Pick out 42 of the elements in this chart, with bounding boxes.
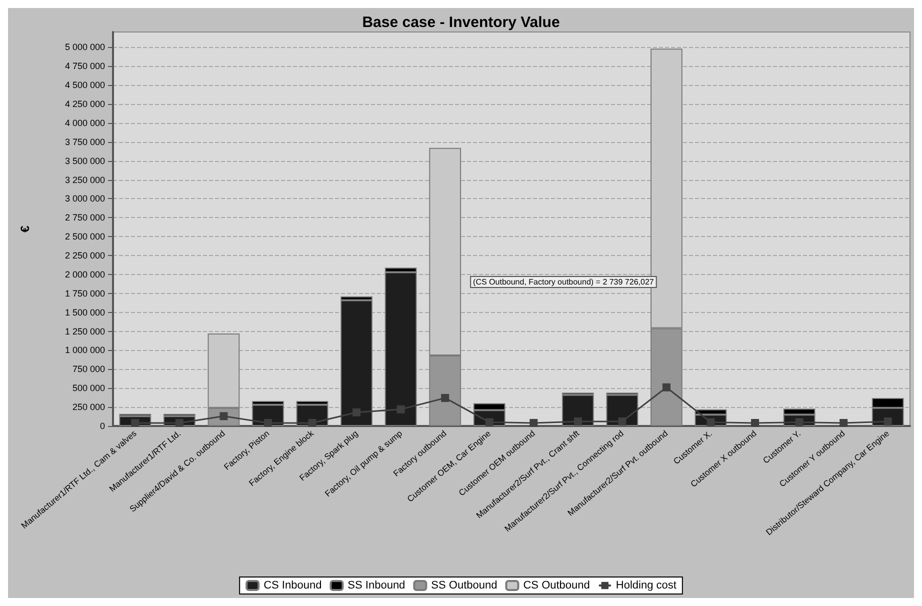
y-tick-label: 3 000 000 bbox=[64, 194, 105, 204]
y-tick-label: 2 750 000 bbox=[64, 212, 105, 223]
y-tick-label: 3 250 000 bbox=[64, 174, 105, 185]
point bbox=[884, 417, 892, 426]
y-tick-label: 750 000 bbox=[72, 364, 105, 374]
y-tick-label: 4 250 000 bbox=[64, 98, 105, 109]
point bbox=[396, 405, 405, 414]
legend-label: SS Inbound bbox=[348, 580, 406, 592]
point bbox=[441, 394, 450, 402]
y-tick-label: 1 750 000 bbox=[64, 288, 105, 298]
y-tick-label: 2 500 000 bbox=[64, 232, 105, 242]
legend-label: SS Outbound bbox=[431, 580, 498, 592]
y-tick-label: 1 250 000 bbox=[64, 326, 105, 336]
y-tick-label: 1 500 000 bbox=[64, 307, 105, 318]
y-tick-label: 3 500 000 bbox=[64, 156, 105, 166]
point bbox=[574, 417, 582, 426]
y-tick-label: 4 750 000 bbox=[64, 61, 105, 72]
y-tick-label: 500 000 bbox=[72, 383, 105, 394]
y-tick-label: 4 500 000 bbox=[64, 80, 105, 90]
legend-label: Holding cost bbox=[616, 580, 676, 592]
legend-label: CS Inbound bbox=[264, 580, 322, 592]
y-tick-label: 2 250 000 bbox=[64, 250, 105, 261]
legend-label: CS Outbound bbox=[523, 580, 590, 592]
point bbox=[352, 408, 361, 416]
point bbox=[662, 383, 670, 392]
y-tick-label: 0 bbox=[100, 421, 105, 431]
point bbox=[840, 418, 848, 427]
annotation: (CS Outbound, Factory outbound) = 2 739 726,027 bbox=[473, 278, 654, 286]
y-tick-label: 250 000 bbox=[72, 402, 105, 412]
point bbox=[530, 418, 538, 427]
chart-title: Base case - Inventory Value bbox=[362, 14, 560, 31]
y-axis-title: € bbox=[18, 225, 32, 232]
y-tick-label: 5 000 000 bbox=[64, 42, 105, 52]
y-tick-label: 2 000 000 bbox=[64, 269, 105, 280]
bar bbox=[340, 300, 372, 426]
y-tick-label: 1 000 000 bbox=[64, 345, 105, 356]
point bbox=[264, 418, 272, 427]
point bbox=[618, 417, 626, 426]
y-tick-label: 4 000 000 bbox=[64, 118, 105, 128]
point bbox=[308, 418, 316, 427]
point bbox=[751, 418, 760, 427]
y-tick-label: 3 750 000 bbox=[64, 136, 105, 147]
